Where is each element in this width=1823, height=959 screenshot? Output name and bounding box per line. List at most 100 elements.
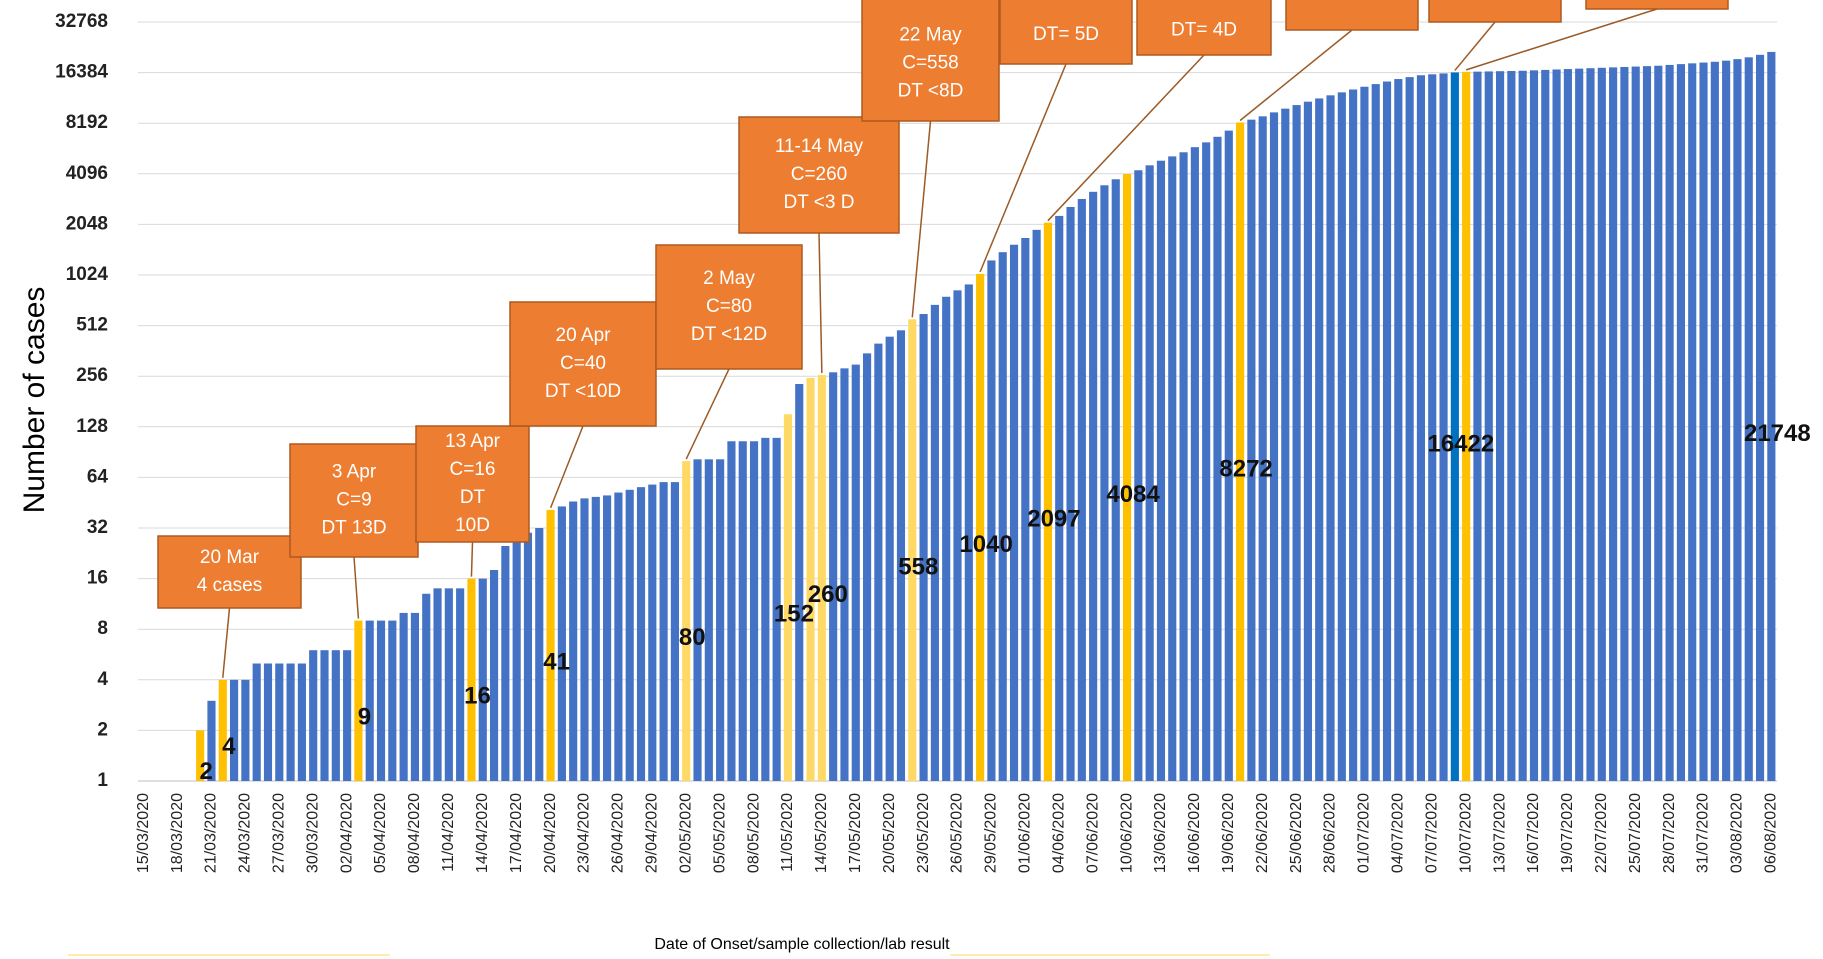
bar <box>1755 54 1765 782</box>
bar <box>648 484 657 781</box>
bar <box>444 588 453 781</box>
data-label: 16422 <box>1427 430 1494 457</box>
bar <box>863 353 872 781</box>
data-label: 9 <box>358 703 371 730</box>
bar <box>1236 122 1245 782</box>
bar <box>1089 191 1098 782</box>
bar <box>535 528 544 781</box>
x-tick-label: 23/05/2020 <box>915 793 932 873</box>
callout-box <box>999 0 1133 65</box>
bar <box>1032 229 1041 782</box>
y-tick-label: 8192 <box>66 112 108 133</box>
bar <box>1665 64 1674 782</box>
bar <box>1744 57 1753 782</box>
x-tick-label: 18/03/2020 <box>169 793 186 873</box>
callout-box <box>157 535 302 609</box>
bar <box>410 612 420 781</box>
x-tick-label: 19/06/2020 <box>1220 793 1237 873</box>
x-axis-title: Date of Onset/sample collection/lab resu… <box>654 936 950 953</box>
callout-text: C=260 <box>791 164 848 185</box>
x-tick-label: 01/07/2020 <box>1356 793 1373 873</box>
bar <box>1473 71 1482 782</box>
x-tick-label: 13/06/2020 <box>1152 793 1169 873</box>
leader-line <box>1454 21 1496 71</box>
x-tick-label: 08/05/2020 <box>745 793 762 873</box>
bar <box>1156 160 1166 781</box>
bar <box>942 296 951 781</box>
bar <box>1100 185 1109 781</box>
y-tick-label: 1024 <box>66 264 109 285</box>
leader-line <box>911 120 932 318</box>
bar <box>218 679 227 781</box>
bar <box>1394 79 1403 781</box>
bar <box>331 650 340 781</box>
x-tick-label: 19/07/2020 <box>1559 793 1576 873</box>
bar <box>1462 71 1471 782</box>
bar <box>433 588 442 781</box>
data-label: 260 <box>808 581 848 608</box>
callout-text: 20 Apr <box>556 325 612 346</box>
data-label: 21748 <box>1744 420 1811 447</box>
bar <box>930 304 939 781</box>
callout-box <box>415 425 530 543</box>
callout-text: DT= 4D <box>1171 20 1237 41</box>
bar <box>343 650 352 781</box>
x-tick-label: 05/04/2020 <box>372 793 389 873</box>
x-tick-label: 28/06/2020 <box>1322 793 1339 873</box>
bar <box>1722 60 1731 781</box>
callout-text: 4 cases <box>197 575 262 596</box>
x-tick-label: 23/04/2020 <box>576 793 593 873</box>
bar <box>1495 71 1505 781</box>
bar <box>1077 199 1086 782</box>
bar <box>297 663 306 781</box>
bar <box>1733 59 1742 781</box>
x-tick-label: 22/07/2020 <box>1593 793 1610 873</box>
bar <box>1247 119 1256 782</box>
bar <box>1642 66 1652 782</box>
bar <box>309 650 318 781</box>
bar <box>749 441 759 781</box>
bar <box>1213 136 1222 781</box>
bar <box>478 578 487 781</box>
bar <box>1179 152 1188 782</box>
bar <box>354 620 363 781</box>
callout-box <box>861 0 1000 122</box>
data-label: 8272 <box>1219 455 1272 482</box>
x-tick-label: 20/05/2020 <box>881 793 898 873</box>
bar <box>1767 51 1776 781</box>
x-tick-label: 28/07/2020 <box>1661 793 1678 873</box>
y-tick-label: 4096 <box>66 163 108 184</box>
x-tick-label: 25/06/2020 <box>1288 793 1305 873</box>
bar <box>241 679 250 781</box>
y-tick-label: 8 <box>97 618 108 639</box>
bar <box>263 663 273 781</box>
y-tick-label: 4 <box>97 669 108 690</box>
bar <box>1224 130 1233 781</box>
bar <box>704 459 713 781</box>
callout-text: DT <box>460 487 486 508</box>
bar <box>1134 170 1143 781</box>
y-tick-label: 2048 <box>66 213 108 234</box>
bar <box>320 650 329 781</box>
callout-box <box>738 116 900 234</box>
leader-line <box>1465 8 1658 71</box>
bar <box>840 368 849 781</box>
bar <box>885 336 894 781</box>
callout-text: DT 13D <box>321 518 386 539</box>
x-tick-label: 11/05/2020 <box>779 793 796 872</box>
bar <box>1269 112 1279 782</box>
bar <box>399 612 408 781</box>
bar <box>1518 70 1527 782</box>
data-label: 152 <box>774 601 814 628</box>
bar <box>1428 74 1437 782</box>
y-tick-label: 32768 <box>55 11 108 32</box>
callout-box <box>289 443 419 558</box>
bar <box>1021 237 1030 782</box>
bar <box>1258 116 1267 781</box>
callout-text: 2 May <box>703 268 755 289</box>
data-label: 558 <box>898 553 938 580</box>
x-tick-label: 17/05/2020 <box>847 793 864 873</box>
bar <box>670 482 679 781</box>
leader-line <box>979 63 1067 273</box>
